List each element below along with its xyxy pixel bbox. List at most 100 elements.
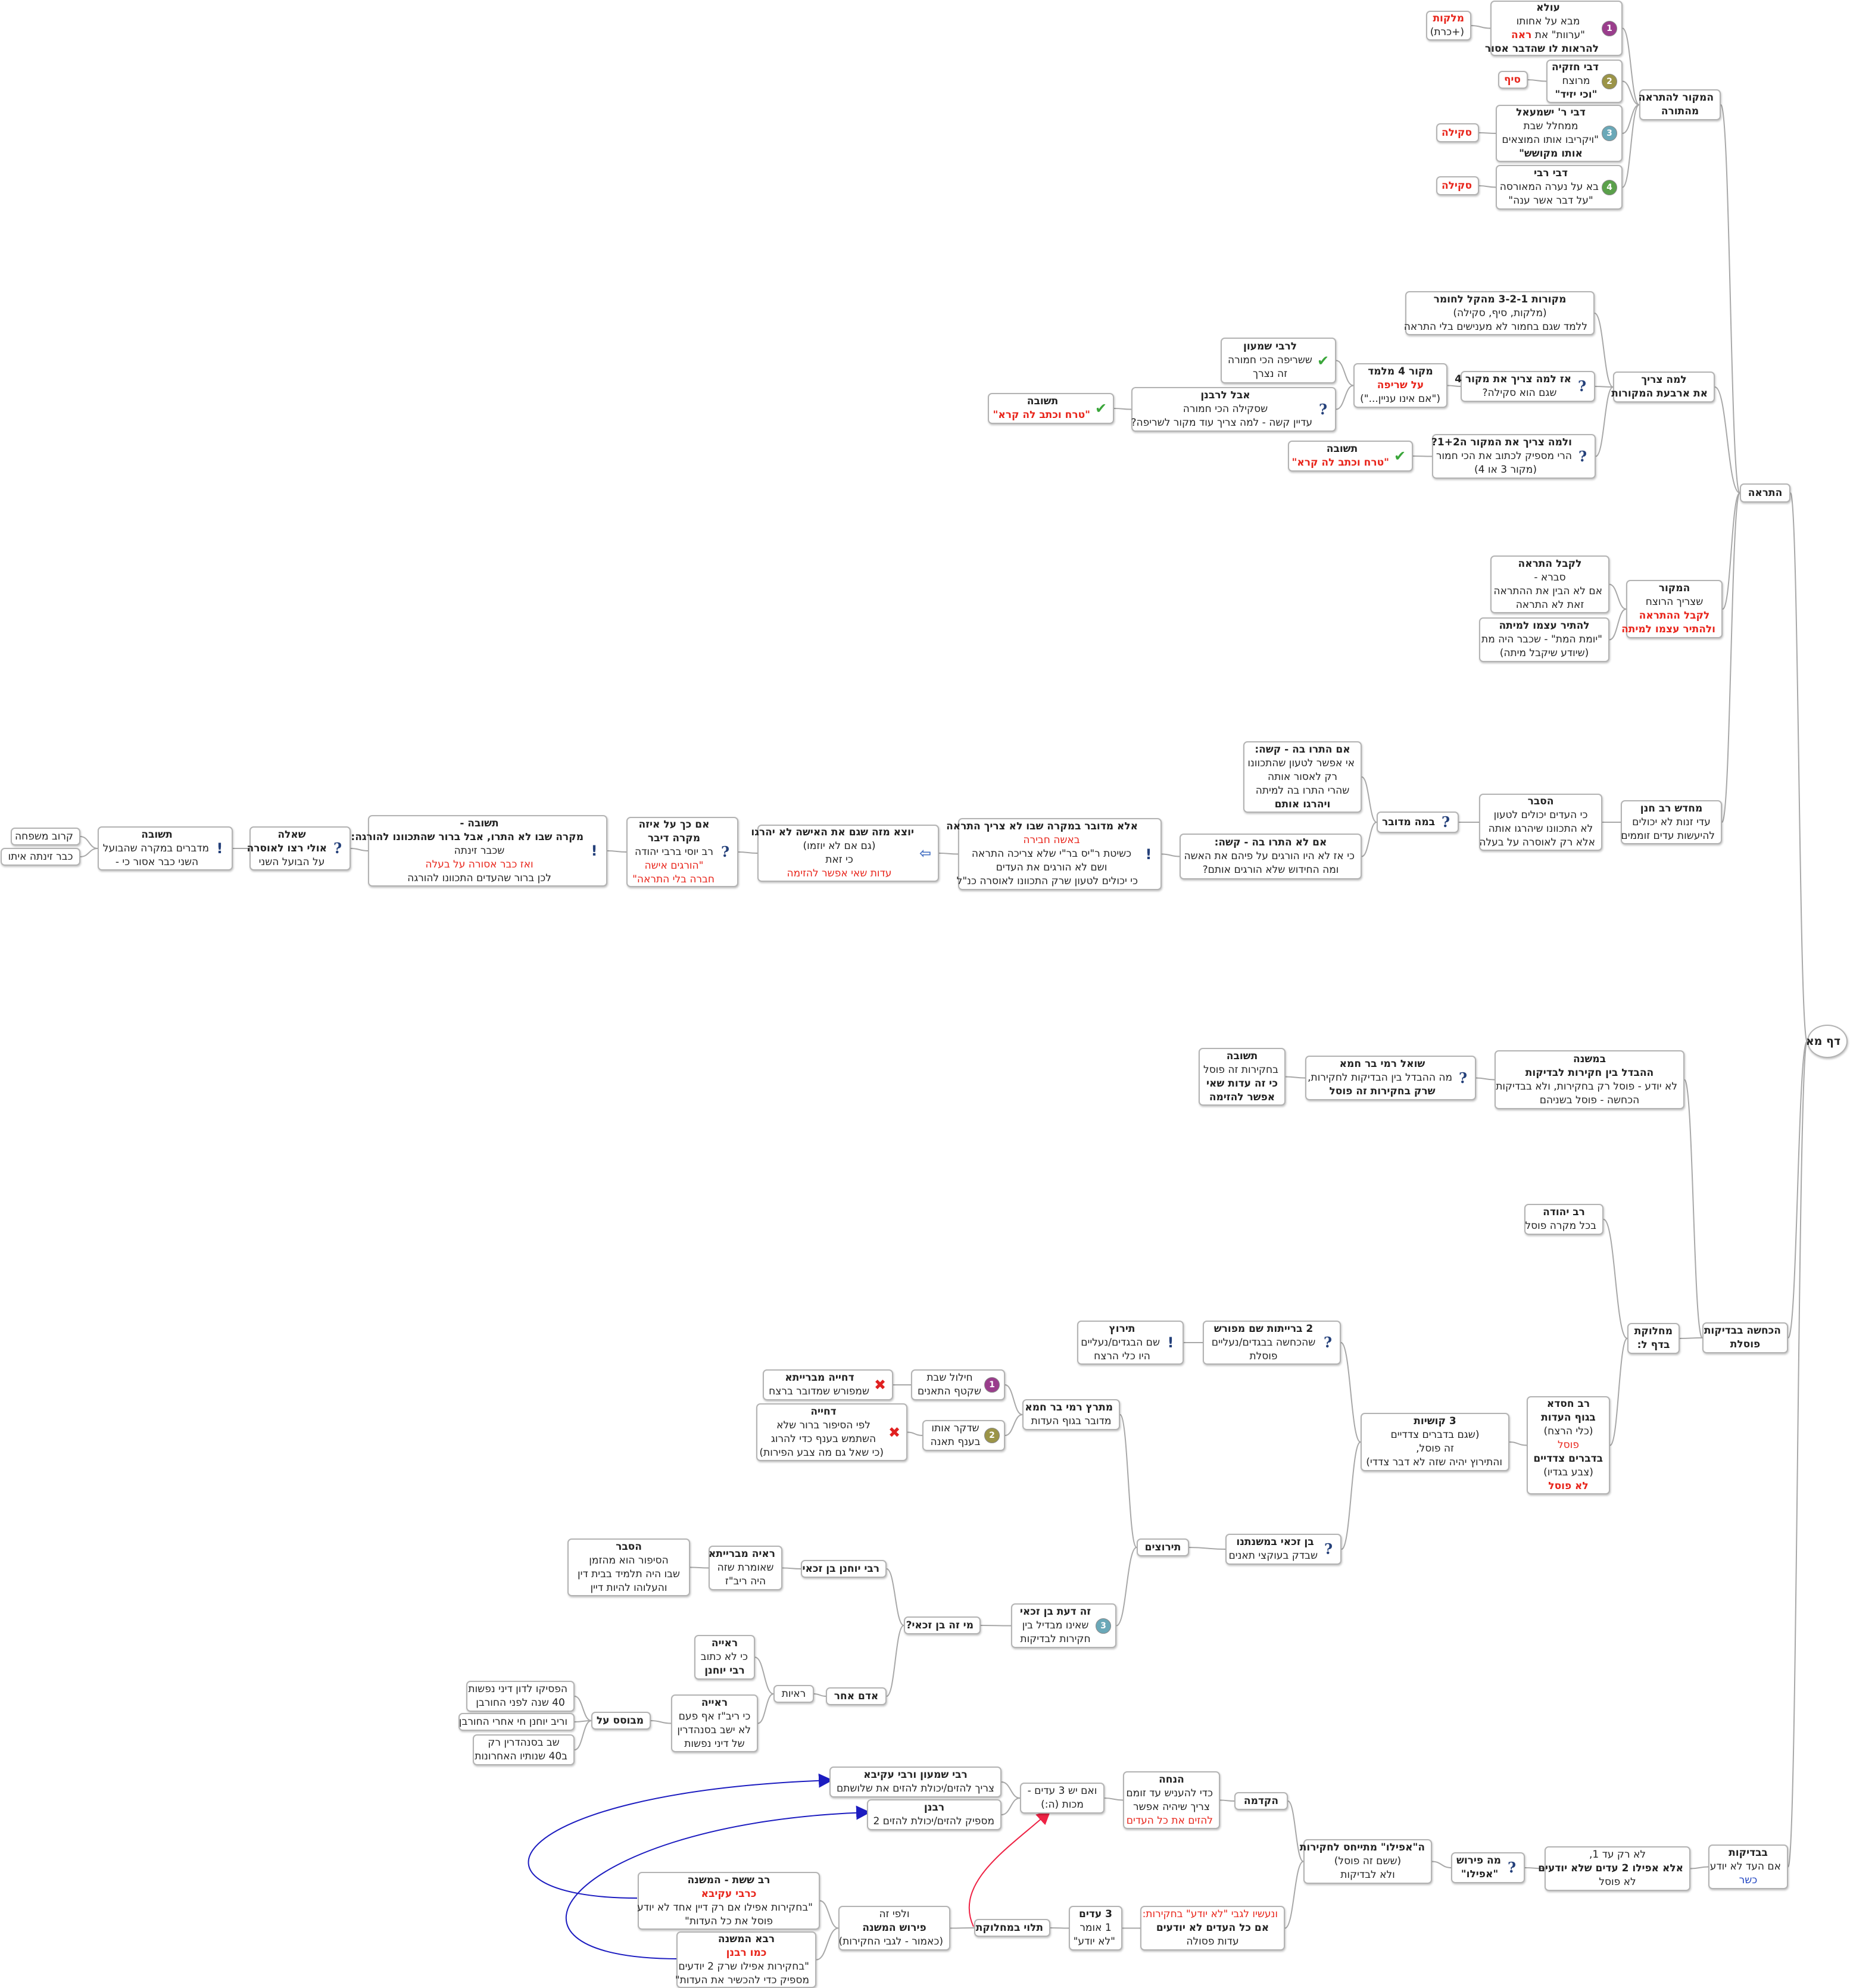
number-three-icon: 3 [1602, 126, 1617, 141]
number-two-icon: 2 [984, 1428, 1000, 1443]
node-lehatir: להתיר עצמו למיתה "יומת המת" - שכבר היה מת… [1479, 617, 1609, 662]
question-icon: ? [1324, 1540, 1333, 1558]
connector-node-ben-zakai [1341, 1441, 1361, 1550]
question-icon: ? [720, 843, 730, 860]
connector-node-im-hitru [1361, 776, 1377, 823]
connector-node-mi-ben-zakai [980, 1625, 1012, 1627]
node-im-kach: ? אם כך על איזה מקרה דיבר רב יוסי ברבי יהו… [626, 817, 738, 887]
node-rebbi: 4 דבי רבי בא על נערה המאורסה "על דבר אשר ע… [1496, 165, 1623, 210]
connector-node-ula [1622, 27, 1640, 105]
node-adam-acher: אדם אחר [826, 1687, 887, 1705]
checkmark-icon: ✔ [1393, 448, 1406, 464]
connector-node-teshuva-adut [1285, 1076, 1306, 1079]
connector-node-lama-arba [1714, 386, 1740, 494]
node-dchiya: ✖ דחייה לפי הסיפור ברור שלא השתמש בענף כדי… [756, 1403, 907, 1461]
node-breitot: ? 2 ברייתות שם מפורש שהכחשה בבגדים/נעליים… [1203, 1321, 1341, 1365]
node-im-hitru: אם התרו בה - קשה: אי אפשר לטעון שהתכוונו ר… [1243, 741, 1362, 813]
arrow-rav-sheshet [528, 1773, 833, 1899]
connector-node-afilu [1431, 1861, 1452, 1868]
connector-node-rav-yehuda [1603, 1219, 1628, 1339]
connector-node-shedakar [1004, 1414, 1023, 1436]
number-two-icon: 2 [1602, 73, 1617, 89]
question-icon: ? [1577, 377, 1587, 395]
node-tluyei: תלוי במחלוקת [974, 1919, 1050, 1937]
question-icon: ? [1441, 813, 1450, 831]
node-shalosh-kushiot: 3 קושיות (שגם בדברים צדדיים זה פוסל, והתירו… [1361, 1413, 1509, 1471]
connector-node-bdikot [1787, 1041, 1808, 1868]
node-im-lo-hitru: אם לא התרו בה - קשה: כי אז לא היו הורגים … [1180, 834, 1362, 879]
connector-node-ulama12 [1595, 386, 1614, 457]
connector-node-rabanan-q [1336, 385, 1354, 410]
connector-node-vanaase [1284, 1861, 1304, 1929]
node-mevusas: מבוסס על [591, 1712, 651, 1730]
exclamation-icon: ! [216, 840, 223, 857]
arrow-rava [565, 1805, 871, 1959]
root-node: דף מא [1806, 1025, 1848, 1058]
node-rav-yehuda: רב יהודה בכל מקרה פוסל [1524, 1204, 1603, 1235]
connector-node-teshuva2 [1412, 455, 1433, 457]
node-rav-chisda: רב חסדא בגוף העדות (כלי הרצח) פוסל בדברים צד… [1527, 1396, 1610, 1494]
connector-node-hakchasha [1787, 1041, 1808, 1338]
connector-node-makor-hatraa [1720, 104, 1740, 494]
cross-icon: ✖ [888, 1424, 901, 1441]
node-raaya-brayta: ראיה מברייתא שאומרת שזה היה ריב"ז [709, 1546, 782, 1590]
node-rabanan: רבנן מספיק להזים/יכולת להזים 2 [867, 1799, 1002, 1830]
connector-node-hatraa [1790, 492, 1808, 1042]
question-icon: ? [1458, 1069, 1468, 1087]
connector-node-karov [80, 836, 98, 849]
connector-node-hamakor [1722, 492, 1740, 610]
node-tirutzim: תירוצים [1137, 1538, 1189, 1556]
node-chizkia: 2 דבי חזקיה מרוצח "וכי יזיד" [1546, 60, 1623, 103]
node-hesber: הסבר כי העדים יכולים לטעון לא התכוונו שיהר… [1479, 794, 1602, 851]
connector-node-mekorot [1594, 313, 1614, 388]
connector-node-rav-sheshet [819, 1900, 839, 1929]
connector-node-rava [816, 1927, 839, 1961]
node-teshuva-adut: תשובה בחקירות זה פוסל כי זה עדות שאי אפשר ל… [1199, 1048, 1286, 1106]
exclamation-icon: ! [591, 842, 598, 859]
node-teshuva-mikre: ! תשובה - מקרה שבו לא התרו, אבל ברור שהתכ… [351, 815, 607, 887]
connector-node-ma-perush [1524, 1867, 1545, 1870]
node-hatraa: התראה [1740, 483, 1790, 503]
node-teshuva1: ✔ תשובה "טרח וכתב לה קרא" [988, 393, 1114, 424]
connector-node-shimon-akiva [1001, 1781, 1021, 1799]
node-yishmael: 3 דבי ר' ישמעאל ממחלל שבת "ויקריבו אותו המ… [1496, 105, 1623, 162]
connector-node-teshuva1 [1113, 408, 1132, 410]
connector-node-shoel [1475, 1077, 1495, 1081]
node-afilu: ה"אפילו" מתייחס לחקירות (ששם זה פוסל) ולא … [1300, 1839, 1432, 1884]
node-mekorot: מקורות 3-2-1 מהקל לחומר (מלקות, סיף, סקיל… [1404, 291, 1595, 335]
node-makor4-melamed: מקור 4 מלמד על שריפה ("אם אינו עניין...") [1353, 363, 1447, 408]
node-ulama12: ? ולמה צריך את המקור ה1+2? הרי מספיק לכתו… [1431, 434, 1596, 479]
connector-node-dchiya [907, 1431, 923, 1436]
connector-node-daat-ben-zakai [1116, 1547, 1137, 1627]
number-four-icon: 4 [1602, 179, 1617, 195]
node-shedakar: 2 שדקר אותו בענף תאנה [922, 1420, 1005, 1451]
node-rav-sheshet: רב ששת - המשנה כרבי עקיבא "בחקירות אפילו א… [637, 1872, 820, 1930]
connector-node-makor4-melamed [1447, 385, 1461, 387]
connector-node-ela-medubar [1161, 853, 1180, 857]
node-shimon-akiva: רבי שמעון ורבי עקיבא צריך להזים/יכולת להז… [829, 1767, 1002, 1797]
node-rabbi-shimon: ✔ לרבי שמעון ששריפה הכי חמורה זה נצרך [1221, 338, 1336, 383]
node-raaya-lo-katuv: ראייה כי לא כתוב רבי יוחנן [694, 1635, 755, 1680]
connector-node-mevusas [650, 1720, 672, 1724]
node-teshuva2: ✔ תשובה "טרח וכתב לה קרא" [1288, 441, 1413, 472]
node-mi-ben-zakai: מי זה בן זכאי? [904, 1616, 981, 1634]
node-chilul: 1 חילול שבת שקטף התאנים [911, 1369, 1005, 1400]
connector-node-metaretz [1119, 1414, 1137, 1548]
node-kvar-zinta: כבר זינתה איתו [1, 848, 80, 866]
question-icon: ? [1507, 1859, 1517, 1876]
node-skila1: סקילה [1436, 123, 1479, 142]
node-bama-medubar: ? במה מדובר [1377, 812, 1459, 833]
cross-icon: ✖ [873, 1377, 887, 1393]
node-ula: 1 עולא מבא על אחותו "ערוות" את ראה להראות… [1485, 1, 1623, 56]
node-makor4: ? אז למה צריך את מקור 4 שגם הוא סקילה? [1455, 371, 1595, 402]
connector-node-chilul [1004, 1384, 1023, 1415]
node-ribaz-chai: וריב יוחנן חי אחרי החורבן [458, 1713, 575, 1731]
node-shev: שב בסנהדרין רק ב40 שנותיו האחרונות [473, 1734, 575, 1765]
node-hifsiku: הפסיקו לדון דיני נפשות 40 שנה לפני החורבן [466, 1681, 575, 1712]
question-icon: ? [333, 839, 342, 857]
node-daat-ben-zakai: 3 זה דעת בן זכאי שאינו מבדיל בין חקירות לב… [1011, 1603, 1116, 1648]
connector-node-rabbi-yochanan [886, 1568, 904, 1626]
node-lama-arba: למה צריך את ארבעת המקורות [1611, 372, 1715, 402]
node-hesber2: הסבר הסיפור הוא מהזמן שבו היה תלמיד בבית ד… [567, 1538, 690, 1596]
